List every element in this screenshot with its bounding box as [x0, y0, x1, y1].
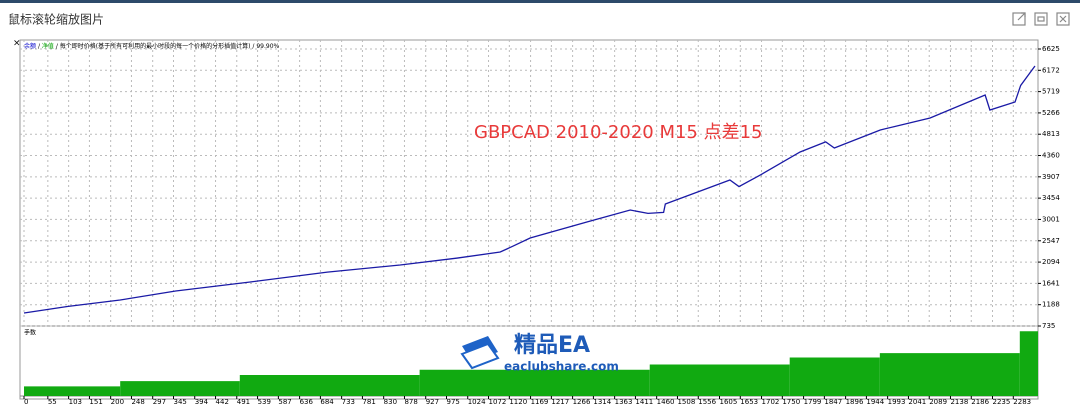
- y-tick-label: 5719: [1042, 88, 1060, 96]
- x-tick-label: 1314: [593, 398, 611, 406]
- lot-bar: [24, 386, 121, 396]
- x-tick-label: 830: [384, 398, 397, 406]
- lot-bar: [649, 364, 790, 396]
- y-tick-label: 4360: [1042, 152, 1060, 160]
- x-tick-label: 2186: [971, 398, 989, 406]
- x-tick-label: 1993: [888, 398, 906, 406]
- x-tick-label: 1944: [866, 398, 884, 406]
- x-tick-label: 1411: [635, 398, 653, 406]
- x-tick-label: 248: [131, 398, 144, 406]
- x-tick-label: 1072: [489, 398, 507, 406]
- x-tick-label: 1653: [740, 398, 758, 406]
- y-tick-label: 2547: [1042, 237, 1060, 245]
- lots-title: 手数: [24, 329, 36, 337]
- x-tick-label: 587: [278, 398, 291, 406]
- x-tick-label: 781: [362, 398, 375, 406]
- x-tick-label: 539: [258, 398, 271, 406]
- legend-balance: 余额: [24, 42, 36, 50]
- x-tick-label: 1460: [657, 398, 675, 406]
- top-strip: [0, 0, 1080, 3]
- x-tick-label: 1120: [509, 398, 527, 406]
- x-tick-label: 1169: [531, 398, 549, 406]
- x-tick-label: 2089: [929, 398, 947, 406]
- quality: 99.90%: [256, 43, 279, 50]
- x-tick-label: 297: [153, 398, 166, 406]
- y-tick-label: 1188: [1042, 301, 1060, 309]
- x-tick-label: 151: [89, 398, 102, 406]
- balance-line: [23, 65, 1036, 314]
- separator: /: [38, 43, 41, 50]
- x-tick-label: 733: [342, 398, 355, 406]
- x-tick-label: 2283: [1013, 398, 1031, 406]
- y-tick-label: 5266: [1042, 109, 1060, 117]
- lot-bar: [120, 381, 240, 396]
- x-tick-label: 1508: [677, 398, 695, 406]
- y-tick-label: 6625: [1042, 45, 1060, 53]
- separator: /: [56, 43, 59, 50]
- lot-bar: [419, 369, 650, 396]
- x-tick-label: 1556: [698, 398, 716, 406]
- lot-bar: [1019, 331, 1038, 396]
- x-tick-label: 2041: [908, 398, 926, 406]
- y-tick-label: 735: [1042, 322, 1055, 330]
- x-tick-label: 1266: [573, 398, 591, 406]
- lot-bar: [879, 353, 1020, 396]
- x-tick-label: 1750: [782, 398, 800, 406]
- x-tick-label: 442: [216, 398, 229, 406]
- note: 每个即时价格(基于所有可利用的最小时段的每一个价格的分形插值计算): [60, 42, 251, 50]
- window-buttons[interactable]: [1012, 12, 1070, 26]
- x-tick-label: 2138: [950, 398, 968, 406]
- window-title: 鼠标滚轮缩放图片: [8, 12, 104, 27]
- x-tick-label: 1702: [762, 398, 780, 406]
- y-tick-label: 6172: [1042, 66, 1060, 74]
- watermark: 精品EA eaclubshare.com: [460, 332, 619, 374]
- close-x[interactable]: ×: [13, 39, 21, 49]
- x-tick-label: 1847: [824, 398, 842, 406]
- x-tick-label: 1605: [720, 398, 738, 406]
- y-tick-label: 2094: [1042, 258, 1060, 266]
- lot-bar: [789, 357, 880, 396]
- watermark-title: 精品EA: [514, 332, 590, 358]
- x-tick-label: 1024: [468, 398, 486, 406]
- x-tick-label: 878: [404, 398, 417, 406]
- x-tick-label: 975: [447, 398, 460, 406]
- x-tick-label: 1363: [615, 398, 633, 406]
- x-tick-label: 636: [300, 398, 314, 406]
- lot-bar: [239, 375, 420, 396]
- y-tick-label: 3907: [1042, 173, 1060, 181]
- y-tick-label: 3454: [1042, 194, 1060, 202]
- x-tick-label: 200: [111, 398, 124, 406]
- x-tick-label: 345: [174, 398, 187, 406]
- separator: /: [252, 43, 255, 50]
- x-tick-label: 394: [195, 398, 209, 406]
- x-tick-label: 927: [426, 398, 439, 406]
- y-tick-label: 1641: [1042, 279, 1060, 287]
- annotation: GBPCAD 2010-2020 M15 点差15: [474, 122, 763, 143]
- watermark-url: eaclubshare.com: [504, 360, 619, 374]
- chart-header: 余额 / 净值 / 每个即时价格(基于所有可利用的最小时段的每一个价格的分形插值…: [24, 42, 280, 50]
- x-tick-label: 1896: [846, 398, 864, 406]
- chart-frame: [19, 39, 1039, 400]
- x-tick-label: 1217: [551, 398, 569, 406]
- x-tick-label: 2235: [993, 398, 1011, 406]
- y-tick-label: 3001: [1042, 215, 1060, 223]
- x-tick-label: 103: [69, 398, 82, 406]
- x-tick-label: 1799: [804, 398, 822, 406]
- legend-equity: 净值: [42, 42, 54, 50]
- x-tick-label: 684: [320, 398, 334, 406]
- y-tick-label: 4813: [1042, 130, 1060, 138]
- x-tick-label: 491: [237, 398, 250, 406]
- x-tick-label: 55: [48, 398, 57, 406]
- x-tick-label: 0: [24, 398, 28, 406]
